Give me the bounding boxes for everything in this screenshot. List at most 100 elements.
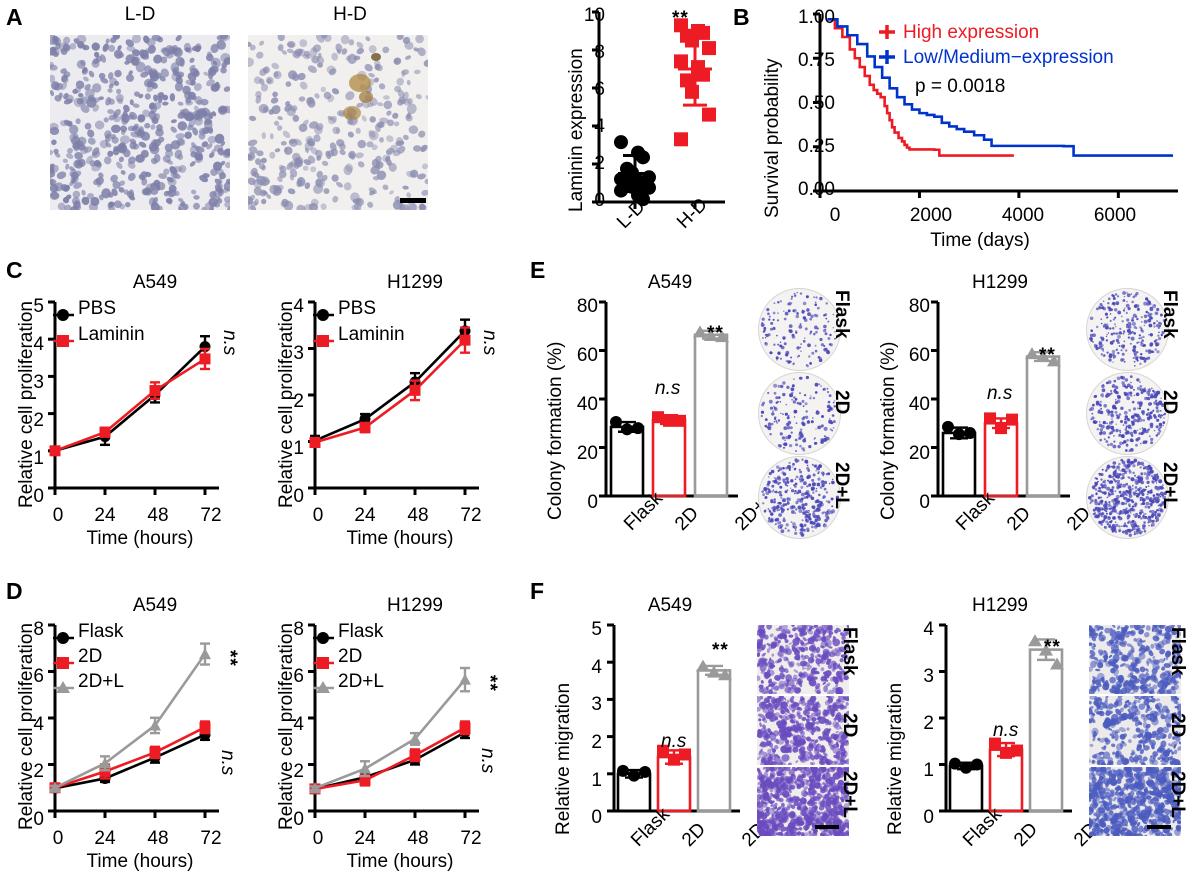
panelD-d2-xtick-72: 72 [460, 828, 482, 849]
panelE-e1-ytick-60: 60 [576, 345, 598, 366]
panelE-e1-xtick-2d: 2D [671, 502, 704, 535]
panelC-chart1-title: A549 [132, 272, 178, 293]
panelF-f2-significance: ** [1044, 637, 1061, 658]
panelF-f2-ytick-0: 0 [923, 807, 934, 828]
panelC-c1-ytick-3: 3 [33, 372, 44, 393]
panelE-plate-label-h1299-flask: Flask [1159, 290, 1180, 339]
panelD-d1-xlabel: Time (hours) [86, 851, 194, 872]
panelE-e1-ytick-80: 80 [576, 296, 598, 317]
panelD-chart1 [48, 623, 219, 818]
panelC-c1-legend-pbs: PBS [78, 298, 117, 319]
panelD-d2-xtick-48: 48 [407, 828, 429, 849]
panelA-image-label-ld: L-D [124, 4, 156, 25]
panelD-d2-ytick-8: 8 [293, 619, 304, 640]
scale-bar-transwell-a549 [815, 825, 839, 829]
panelF-image-label-a549-flask: Flask [839, 627, 860, 676]
panelE-plate-label-h1299-2dl: 2D+L [1159, 462, 1180, 509]
panelF-chart2-title: H1299 [972, 595, 1028, 616]
panelF-chart2 [939, 623, 1072, 813]
panel-letter-f: F [530, 578, 545, 604]
panelD-d1-ns: n.s [217, 750, 238, 776]
panelB-survival-chart [813, 12, 1178, 198]
panelD-d1-ytick-0: 0 [33, 809, 44, 830]
scale-bar-transwell-h1299 [1147, 825, 1171, 829]
panelC-c2-legend-pbs: PBS [338, 298, 377, 319]
panelD-d1-xtick-48: 48 [147, 828, 169, 849]
panelF-image-label-a549-2d: 2D [839, 713, 860, 738]
panelE-chart2 [931, 300, 1070, 498]
panelC-c2-xtick-48: 48 [407, 505, 429, 526]
panelD-d2-ytick-4: 4 [293, 714, 304, 735]
panelB-ytick-100: 1.00 [798, 7, 835, 28]
panelB-legend-lowmed: Low/Medium−expression [903, 47, 1114, 68]
panelA-ytick-8: 8 [594, 42, 605, 63]
panelB-xtick-4000: 4000 [1001, 205, 1045, 226]
colony-plate-a549-2dl [758, 456, 841, 539]
panelF-f2-ytick-1: 1 [923, 760, 934, 781]
panelE-e2-ytick-40: 40 [908, 394, 930, 415]
panelC-c1-ytick-0: 0 [33, 486, 44, 507]
panelF-f1-ytick-1: 1 [591, 770, 602, 791]
panelC-c2-legend-marks [313, 309, 334, 347]
transwell-image-h1299-2d [1089, 696, 1181, 765]
panelE-e1-ns: n.s [655, 378, 681, 399]
panelC-c1-xtick-72: 72 [200, 505, 222, 526]
panelC-c1-xtick-24: 24 [94, 505, 116, 526]
panelE-e2-ytick-60: 60 [908, 345, 930, 366]
panelE-chart1 [599, 300, 738, 498]
panelD-d2-legend-flask: Flask [338, 621, 384, 642]
panelD-d1-ytick-4: 4 [33, 714, 44, 735]
panelB-ytick-000: 0.00 [798, 179, 835, 200]
panelD-d2-ytick-0: 0 [293, 809, 304, 830]
transwell-image-a549-flask [757, 625, 849, 694]
panelE-plate-label-a549-flask: Flask [831, 290, 852, 339]
panelD-d2-significance: ** [479, 675, 500, 692]
panelF-f1-xtick-2d: 2D [678, 818, 711, 851]
panelB-ytick-075: 0.75 [798, 50, 835, 71]
transwell-image-a549-2dl [757, 767, 849, 836]
panelD-chart2-title: H1299 [387, 595, 443, 616]
colony-plate-a549-flask [758, 288, 841, 371]
panelD-d2-xtick-24: 24 [354, 828, 376, 849]
panelF-chart1 [607, 623, 740, 813]
panelA-significance: ** [672, 8, 689, 29]
panelD-d1-legend-2d: 2D [78, 646, 103, 667]
panelC-c2-xlabel: Time (hours) [346, 528, 454, 549]
panelC-c1-xtick-48: 48 [147, 505, 169, 526]
colony-plate-h1299-2d [1086, 372, 1169, 455]
panelC-c2-ytick-3: 3 [293, 343, 304, 364]
panelF-f2-ytick-2: 2 [923, 713, 934, 734]
panelD-chart2 [308, 623, 479, 818]
panelA-ytick-2: 2 [594, 153, 605, 174]
panelC-c1-xlabel: Time (hours) [86, 528, 194, 549]
panelE-e2-significance: ** [1039, 345, 1056, 366]
transwell-image-a549-2d [757, 696, 849, 765]
panel-letter-c: C [6, 257, 23, 283]
panelB-pvalue: p = 0.0018 [915, 76, 1006, 97]
panelA-ytick-10: 10 [583, 5, 605, 26]
colony-plate-h1299-2dl [1086, 456, 1169, 539]
panelF-image-label-h1299-2d: 2D [1167, 713, 1188, 738]
panelD-d2-ytick-2: 2 [293, 761, 304, 782]
panelC-chart1-ylabel: Relative cell proliferation [16, 301, 37, 508]
panelE-e1-significance: ** [707, 323, 724, 344]
panelC-c2-ytick-1: 1 [293, 438, 304, 459]
panelA-ytick-0: 0 [594, 190, 605, 211]
panelD-d2-xtick-0: 0 [312, 828, 324, 849]
panelC-c1-xtick-0: 0 [52, 505, 64, 526]
panelF-f2-ytick-3: 3 [923, 666, 934, 687]
panelB-x-axis-label: Time (days) [930, 230, 1030, 251]
panelF-f1-ytick-4: 4 [591, 657, 602, 678]
panelC-c2-ytick-4: 4 [293, 296, 304, 317]
panelE-e2-ytick-0: 0 [919, 492, 930, 513]
panelC-c2-legend-laminin: Laminin [338, 324, 405, 345]
panelE-e1-ytick-20: 20 [576, 443, 598, 464]
panelC-c2-xtick-24: 24 [354, 505, 376, 526]
ihc-image-hd [248, 35, 428, 210]
panelE-e2-ytick-20: 20 [908, 443, 930, 464]
panelC-chart2 [308, 300, 479, 495]
colony-plate-a549-2d [758, 372, 841, 455]
panelD-d1-significance: ** [219, 650, 240, 667]
panelD-d1-xtick-72: 72 [200, 828, 222, 849]
panelD-d1-xtick-0: 0 [52, 828, 64, 849]
